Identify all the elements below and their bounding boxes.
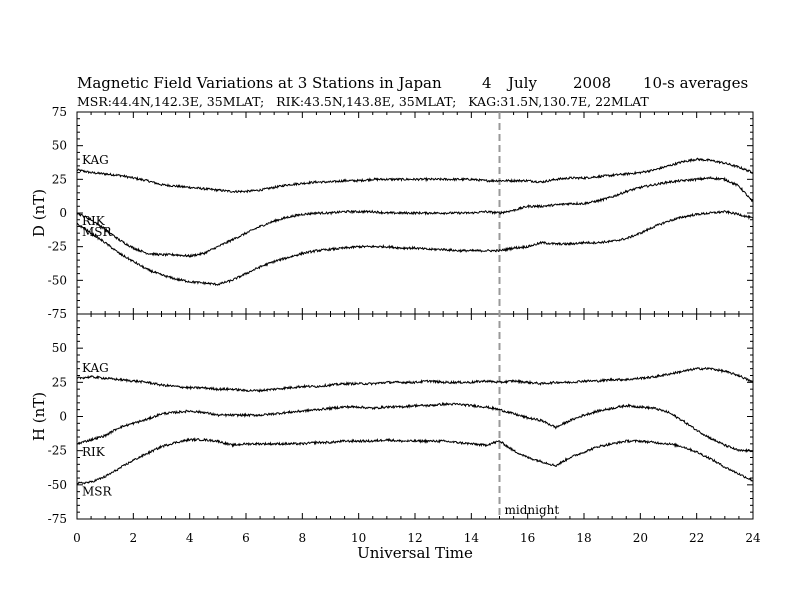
series-label-msr: MSR [82, 225, 113, 239]
y-tick-label: 50 [52, 341, 67, 355]
x-tick-label: 24 [745, 531, 761, 545]
x-tick-label: 8 [299, 531, 307, 545]
x-tick-label: 14 [464, 531, 480, 545]
y-tick-label: 50 [52, 139, 67, 153]
title-year: 2008 [573, 74, 611, 92]
y-axis-label: H (nT) [30, 392, 48, 441]
x-tick-label: 4 [186, 531, 194, 545]
x-tick-label: 2 [130, 531, 138, 545]
midnight-label: midnight [505, 503, 560, 517]
y-tick-label: -75 [48, 512, 67, 526]
y-axis-label: D (nT) [30, 189, 48, 237]
panel-h-frame [76, 313, 754, 520]
title-averaging: 10-s averages [643, 74, 748, 92]
y-tick-label: 0 [59, 206, 67, 220]
x-tick-label: 22 [689, 531, 704, 545]
y-tick-label: -25 [48, 240, 67, 254]
x-tick-label: 10 [351, 531, 366, 545]
y-tick-label: 25 [52, 172, 67, 186]
x-tick-label: 0 [73, 531, 81, 545]
series-label-kag: KAG [82, 361, 109, 375]
y-tick-label: -50 [48, 273, 67, 287]
series-label-msr: MSR [82, 484, 113, 498]
title-day: 4 [482, 74, 492, 92]
title-month: July [506, 74, 537, 92]
y-tick-label: -75 [48, 307, 67, 321]
series-line-kag [76, 157, 754, 194]
y-tick-label: -25 [48, 444, 67, 458]
y-tick-label: 75 [52, 105, 67, 119]
station-coordinates: MSR:44.4N,142.3E, 35MLAT; RIK:43.5N,143.… [77, 94, 649, 109]
x-tick-label: 12 [407, 531, 422, 545]
x-tick-label: 20 [633, 531, 648, 545]
series-label-rik: RIK [82, 214, 106, 228]
y-tick-label: -50 [48, 478, 67, 492]
data-series [76, 157, 754, 485]
series-line-rik [76, 401, 754, 453]
y-tick-label: 0 [59, 410, 67, 424]
series-label-rik: RIK [82, 445, 106, 459]
chart-title: Magnetic Field Variations at 3 Stations … [77, 74, 442, 92]
series-line-msr [76, 437, 754, 485]
series-line-rik [76, 175, 754, 258]
x-tick-label: 6 [242, 531, 250, 545]
y-tick-label: 25 [52, 375, 67, 389]
series-line-kag [76, 366, 753, 394]
axis-ticks [76, 111, 754, 520]
series-line-msr [76, 210, 754, 287]
x-tick-label: 16 [520, 531, 535, 545]
x-tick-label: 18 [576, 531, 591, 545]
x-axis-label: Universal Time [357, 544, 473, 562]
series-label-kag: KAG [82, 153, 109, 167]
